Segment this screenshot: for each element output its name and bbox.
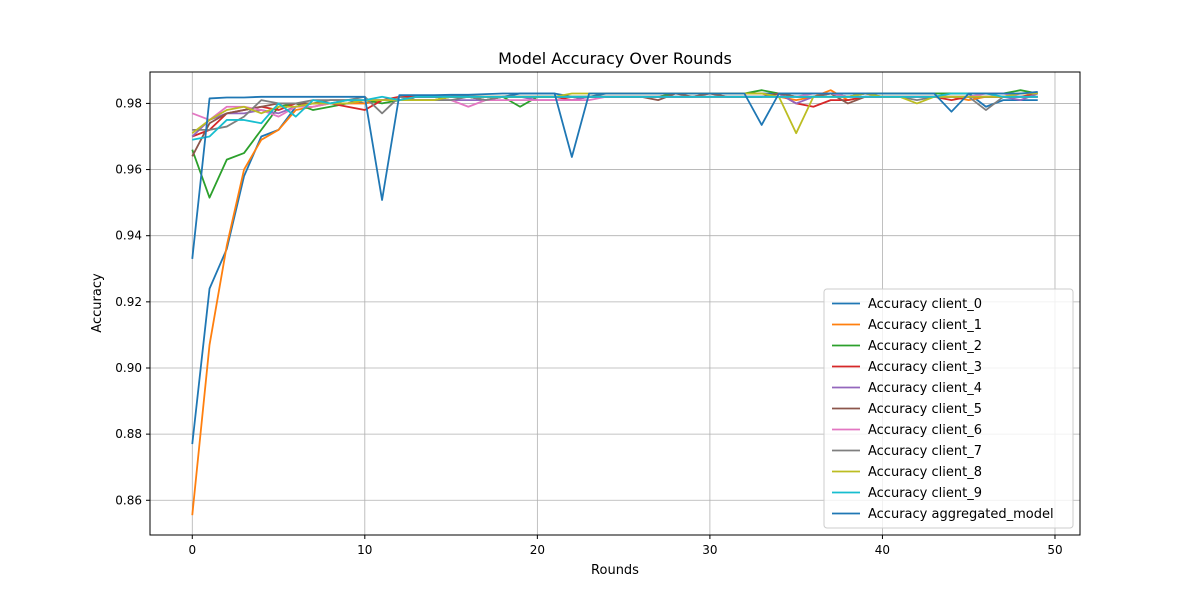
legend-entry-label: Accuracy aggregated_model [868, 507, 1054, 522]
x-tick-label: 20 [530, 543, 545, 557]
y-tick-label: 0.90 [115, 361, 142, 375]
series-layer [191, 89, 1039, 516]
x-tick-label: 30 [702, 543, 717, 557]
legend: Accuracy client_0 Accuracy client_1 Accura… [823, 288, 1074, 529]
y-tick-label: 0.96 [115, 163, 142, 177]
x-tick-label: 40 [875, 543, 890, 557]
y-tick-label: 0.92 [115, 295, 142, 309]
legend-entry-label: Accuracy client_9 [868, 486, 982, 501]
legend-entry-label: Accuracy client_6 [868, 423, 982, 438]
x-axis-label: Rounds [591, 563, 639, 578]
series-line-client-9 [192, 92, 1038, 141]
y-axis-label: Accuracy [90, 273, 105, 333]
x-tick-label: 0 [188, 543, 196, 557]
y-tick-label: 0.86 [115, 493, 142, 507]
y-tick-label: 0.98 [115, 96, 142, 110]
chart-title: Model Accuracy Over Rounds [498, 49, 732, 68]
tick-layer: 0 10 20 30 40 50 0.86 0.88 0.90 0.92 0.94 0.96 0.98 [115, 96, 1062, 557]
legend-entry-label: Accuracy client_2 [868, 339, 982, 354]
x-tick-label: 10 [357, 543, 372, 557]
plot-frame [149, 71, 1081, 536]
legend-entry-label: Accuracy client_7 [868, 444, 982, 459]
legend-entry-label: Accuracy client_8 [868, 465, 982, 480]
series-line-aggregated-model [191, 90, 1038, 259]
y-tick-label: 0.94 [115, 229, 142, 243]
legend-entry-label: Accuracy client_0 [868, 297, 982, 312]
legend-entry-label: Accuracy client_3 [868, 360, 982, 375]
y-tick-label: 0.88 [115, 427, 142, 441]
legend-box [823, 288, 1074, 529]
legend-entry-label: Accuracy client_4 [868, 381, 982, 396]
legend-entry-label: Accuracy client_5 [868, 402, 982, 417]
x-tick-label: 50 [1047, 543, 1062, 557]
legend-entry-label: Accuracy client_1 [868, 318, 982, 333]
